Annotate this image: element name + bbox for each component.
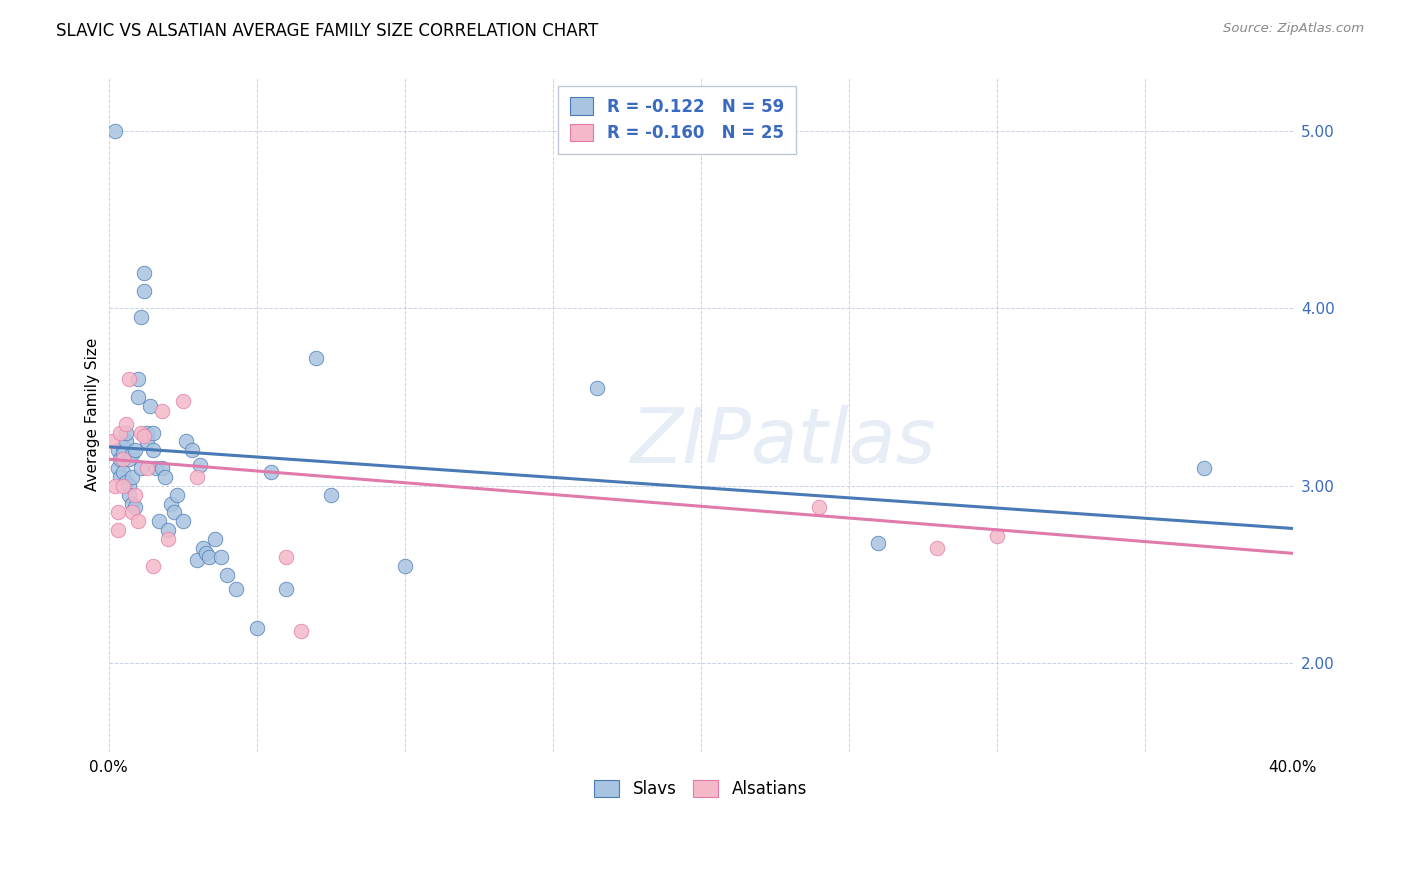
Point: [172, 514, 194, 528]
Text: Source: ZipAtlas.com: Source: ZipAtlas.com: [1223, 22, 1364, 36]
Point: [986, 528, 1008, 542]
Point: [1192, 461, 1215, 475]
Point: [129, 461, 152, 475]
Point: [103, 124, 125, 138]
Point: [186, 470, 208, 484]
Point: [225, 582, 247, 596]
Point: [107, 506, 129, 520]
Point: [127, 390, 149, 404]
Point: [107, 523, 129, 537]
Point: [156, 523, 179, 537]
Point: [394, 558, 416, 573]
Point: [129, 425, 152, 440]
Point: [121, 447, 143, 461]
Point: [118, 479, 141, 493]
Point: [319, 488, 342, 502]
Point: [156, 532, 179, 546]
Point: [276, 582, 298, 596]
Point: [209, 549, 232, 564]
Point: [204, 532, 226, 546]
Point: [186, 553, 208, 567]
Point: [118, 372, 141, 386]
Point: [139, 399, 162, 413]
Point: [163, 506, 186, 520]
Point: [134, 266, 156, 280]
Point: [195, 546, 218, 560]
Point: [112, 479, 135, 493]
Point: [198, 549, 221, 564]
Point: [148, 514, 170, 528]
Point: [142, 443, 165, 458]
Point: [112, 452, 135, 467]
Point: [107, 461, 129, 475]
Point: [121, 497, 143, 511]
Point: [172, 393, 194, 408]
Point: [127, 372, 149, 386]
Point: [290, 624, 312, 639]
Point: [118, 488, 141, 502]
Point: [100, 434, 122, 449]
Point: [115, 425, 138, 440]
Point: [142, 425, 165, 440]
Point: [174, 434, 197, 449]
Point: [115, 475, 138, 490]
Legend: Slavs, Alsatians: Slavs, Alsatians: [588, 773, 814, 805]
Y-axis label: Average Family Size: Average Family Size: [86, 338, 100, 491]
Point: [190, 458, 212, 472]
Point: [142, 558, 165, 573]
Point: [124, 488, 146, 502]
Point: [166, 488, 188, 502]
Point: [103, 479, 125, 493]
Point: [134, 429, 156, 443]
Point: [159, 497, 181, 511]
Point: [305, 351, 328, 365]
Point: [124, 500, 146, 515]
Point: [150, 461, 173, 475]
Text: ZIPatlas: ZIPatlas: [631, 405, 936, 479]
Point: [153, 470, 176, 484]
Point: [807, 500, 830, 515]
Point: [110, 425, 132, 440]
Point: [121, 470, 143, 484]
Point: [112, 447, 135, 461]
Point: [180, 443, 202, 458]
Point: [134, 284, 156, 298]
Point: [927, 541, 949, 555]
Point: [118, 452, 141, 467]
Point: [246, 621, 269, 635]
Point: [260, 465, 283, 479]
Text: SLAVIC VS ALSATIAN AVERAGE FAMILY SIZE CORRELATION CHART: SLAVIC VS ALSATIAN AVERAGE FAMILY SIZE C…: [56, 22, 599, 40]
Point: [868, 535, 890, 549]
Point: [136, 425, 159, 440]
Point: [150, 404, 173, 418]
Point: [276, 549, 298, 564]
Point: [145, 461, 167, 475]
Point: [586, 381, 609, 395]
Point: [107, 443, 129, 458]
Point: [112, 465, 135, 479]
Point: [136, 461, 159, 475]
Point: [136, 434, 159, 449]
Point: [115, 417, 138, 431]
Point: [112, 440, 135, 454]
Point: [193, 541, 215, 555]
Point: [124, 443, 146, 458]
Point: [215, 567, 238, 582]
Point: [115, 434, 138, 449]
Point: [110, 452, 132, 467]
Point: [129, 310, 152, 325]
Point: [127, 514, 149, 528]
Point: [110, 470, 132, 484]
Point: [121, 506, 143, 520]
